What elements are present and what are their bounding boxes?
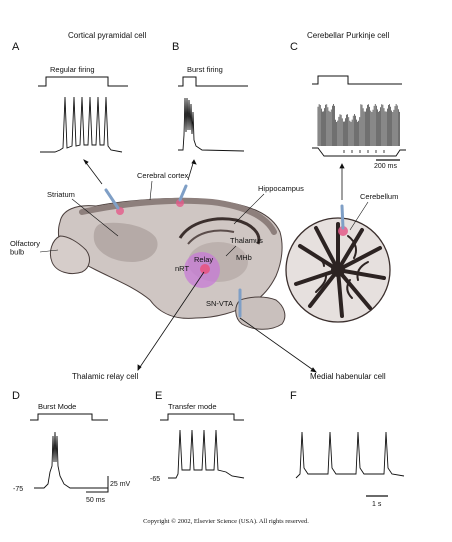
cerebellum-tissue: [285, 217, 391, 323]
panel-b-recording: Burst firing: [178, 65, 248, 152]
panel-a-label: Regular firing: [50, 65, 95, 74]
panel-d-voltage: -75: [13, 486, 23, 493]
panel-b-stimulus-step: [178, 76, 248, 87]
panel-letter-b: B: [172, 41, 179, 53]
panel-f-recording: 1 s: [295, 431, 405, 508]
label-cerebral-cortex: Cerebral cortex: [137, 171, 189, 180]
striatum-tissue: [93, 222, 158, 262]
electrode-cortex-a: [104, 188, 120, 210]
cortex-hotspot-b: [176, 199, 184, 207]
panel-f-trace: [295, 431, 405, 479]
electrode-cortex-b: [178, 184, 188, 202]
label-mhb: MHb: [236, 253, 252, 262]
panel-d-stimulus-step: [30, 413, 108, 421]
hippocampus-inner: [187, 229, 235, 245]
panel-c-spike-train: [317, 104, 400, 146]
panel-d-trace: [34, 431, 108, 489]
recording-arrows: [83, 159, 345, 373]
panel-c-scalebar-label: 200 ms: [374, 163, 397, 170]
panel-letter-d: D: [12, 390, 20, 402]
electrode-cerebellum: [340, 204, 345, 230]
brain-sagittal-section: [49, 197, 391, 330]
cortex-band: [79, 197, 277, 235]
panel-letter-a: A: [12, 41, 20, 53]
title-cortical-pyramidal: Cortical pyramidal cell: [68, 31, 146, 40]
label-striatum: Striatum: [47, 190, 75, 199]
panel-a-trace: [40, 96, 123, 153]
panel-c-baseline: [312, 147, 406, 157]
relay-hotspot: [200, 264, 210, 274]
panel-e-recording: Transfer mode -65: [150, 402, 245, 483]
panel-d-tscale: 50 ms: [86, 497, 106, 504]
panel-letter-f: F: [290, 390, 297, 402]
title-thalamic-relay: Thalamic relay cell: [72, 372, 138, 381]
label-sn-vta: SN-VTA: [206, 299, 233, 308]
panel-e-stimulus-step: [160, 413, 244, 421]
label-cerebellum: Cerebellum: [360, 192, 398, 201]
panel-e-trace: [168, 429, 245, 479]
brainstem-tissue: [235, 296, 286, 330]
panel-b-label: Burst firing: [187, 65, 223, 74]
label-nrt: nRT: [175, 264, 189, 273]
panel-e-voltage: -65: [150, 476, 160, 483]
electrodes: [104, 184, 345, 318]
panel-letter-c: C: [290, 41, 298, 53]
cerebellum-hotspot: [338, 226, 348, 236]
panel-c-stimulus-step: [312, 75, 402, 85]
olfactory-bulb-tissue: [49, 235, 90, 275]
panel-a-stimulus-step: [38, 76, 128, 87]
panel-c-recording: 200 ms: [312, 75, 406, 170]
copyright-notice: Copyright © 2002, Elsevier Science (USA)…: [143, 518, 309, 525]
panel-c-tick-marks: [343, 150, 385, 153]
panel-d-label: Burst Mode: [38, 402, 76, 411]
panel-a-recording: Regular firing: [38, 65, 128, 153]
label-relay: Relay: [194, 255, 213, 264]
panel-d-scalebar: [86, 476, 109, 493]
panel-d-recording: Burst Mode -75 25 mV 50 ms: [13, 402, 131, 504]
hippocampus-tissue: [178, 217, 261, 245]
region-labels: Striatum Cerebral cortex Hippocampus Cer…: [10, 171, 398, 308]
panel-c-spike-lines: [317, 104, 400, 146]
label-hippocampus: Hippocampus: [258, 184, 304, 193]
label-thalamus: Thalamus: [230, 236, 263, 245]
panel-e-label: Transfer mode: [168, 402, 217, 411]
label-olfactory-bulb: Olfactory bulb: [10, 239, 40, 256]
panel-letter-e: E: [155, 390, 162, 402]
title-medial-habenular: Medial habenular cell: [310, 372, 386, 381]
title-purkinje: Cerebellar Purkinje cell: [307, 31, 389, 40]
panel-b-trace: [178, 97, 245, 152]
panel-d-vscale: 25 mV: [110, 481, 131, 488]
panel-f-tscale: 1 s: [372, 501, 382, 508]
